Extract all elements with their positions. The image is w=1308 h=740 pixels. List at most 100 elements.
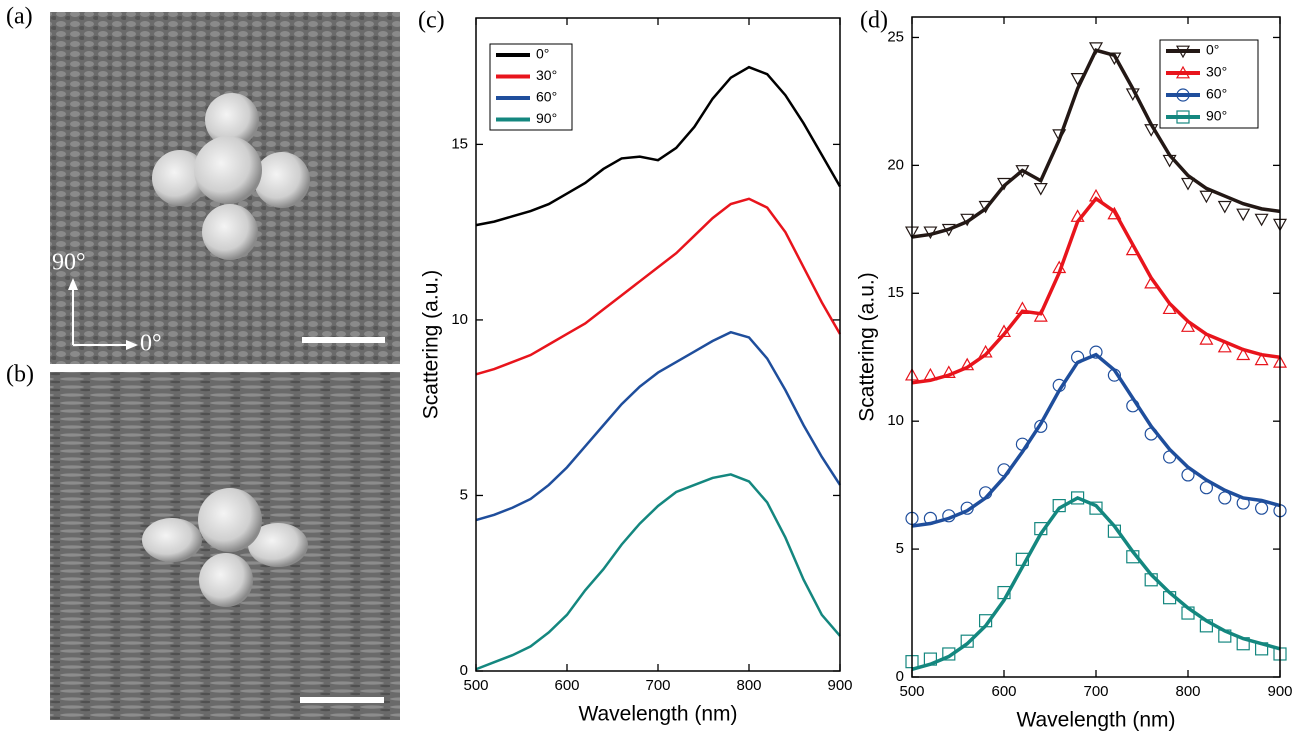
marker [1126, 399, 1140, 413]
marker [1052, 260, 1067, 274]
marker [1181, 468, 1195, 482]
legend-label: 30° [1206, 64, 1227, 80]
legend-marker [1176, 110, 1190, 124]
marker [960, 634, 974, 648]
marker [1015, 301, 1030, 315]
legend-label: 0° [1206, 42, 1219, 58]
marker [942, 509, 956, 523]
marker [1033, 309, 1048, 322]
x-tick-label: 600 [991, 683, 1016, 700]
marker [1199, 481, 1214, 495]
x-tick-label: 900 [827, 677, 852, 694]
marker [978, 486, 993, 500]
marker [942, 647, 956, 661]
marker [1180, 319, 1196, 332]
legend-box [1159, 39, 1259, 129]
marker [1162, 154, 1177, 168]
marker [1218, 491, 1232, 505]
legend-label: 90° [1206, 108, 1227, 124]
marker [1162, 450, 1177, 464]
sem-image-a [50, 12, 400, 364]
x-tick-label: 600 [554, 677, 579, 694]
marker [1254, 352, 1269, 366]
marker [923, 367, 938, 381]
marker [923, 511, 938, 525]
marker [1125, 242, 1140, 256]
marker [1034, 419, 1048, 433]
marker [1070, 350, 1085, 364]
y-tick-label: 0 [896, 668, 904, 685]
marker [978, 614, 993, 628]
marker [941, 223, 956, 237]
marker [997, 585, 1011, 600]
marker [1107, 52, 1122, 66]
marker [1199, 619, 1214, 633]
series-line [475, 65, 842, 227]
x-tick-label: 500 [899, 683, 924, 700]
angle-annotation: 90° [52, 250, 86, 276]
panel-label: (a) [6, 4, 33, 30]
x-tick-label: 800 [1175, 683, 1200, 700]
series-line [911, 495, 1281, 672]
marker [1015, 165, 1030, 178]
marker [1254, 501, 1269, 515]
marker [1088, 42, 1104, 55]
y-tick-label: 5 [460, 486, 468, 503]
y-tick-label: 10 [887, 412, 904, 429]
marker [1070, 72, 1085, 86]
series-line [911, 196, 1281, 385]
marker [1015, 552, 1030, 566]
marker [1144, 275, 1159, 289]
marker [1217, 339, 1232, 353]
marker [1033, 182, 1048, 196]
x-axis-label: Wavelength (nm) [578, 703, 737, 726]
marker [1236, 637, 1250, 651]
x-tick-label: 500 [463, 677, 488, 694]
marker [1218, 629, 1232, 643]
marker [1236, 347, 1251, 361]
series-line [475, 197, 842, 376]
series-line [475, 473, 841, 671]
angle-annotation: 0° [140, 331, 162, 357]
marker [1052, 129, 1067, 142]
marker [1236, 208, 1251, 222]
marker [960, 501, 974, 515]
marker [1199, 332, 1214, 345]
marker [1089, 345, 1103, 359]
legend-label: 60° [1206, 86, 1227, 102]
series-line [911, 48, 1281, 239]
marker [1254, 213, 1269, 227]
marker [1236, 496, 1250, 510]
panel-label: (c) [418, 8, 445, 34]
marker [1180, 177, 1196, 191]
x-axis-label: Wavelength (nm) [1016, 709, 1175, 732]
marker [1070, 209, 1085, 222]
marker [996, 177, 1012, 191]
legend-marker [1176, 88, 1190, 102]
marker [1015, 437, 1030, 451]
marker [997, 463, 1011, 477]
x-tick-label: 700 [1083, 683, 1108, 700]
legend-label: 60° [536, 89, 557, 105]
panel-label: (b) [6, 362, 34, 388]
y-tick-label: 15 [887, 284, 904, 301]
marker [1034, 522, 1048, 536]
x-tick-label: 900 [1267, 683, 1292, 700]
sem-image-b [50, 372, 400, 720]
y-axis-label: Scattering (a.u.) [420, 270, 443, 419]
marker [1052, 499, 1066, 513]
marker [1162, 301, 1177, 315]
y-tick-label: 20 [887, 156, 904, 173]
legend-label: 0° [536, 46, 549, 62]
marker [960, 213, 975, 227]
marker [1070, 491, 1085, 505]
marker [1217, 200, 1232, 214]
y-tick-label: 5 [896, 540, 904, 557]
marker [978, 200, 993, 214]
marker [1052, 378, 1066, 392]
marker [1107, 206, 1122, 220]
legend-marker [1175, 45, 1191, 59]
marker [1144, 427, 1158, 441]
